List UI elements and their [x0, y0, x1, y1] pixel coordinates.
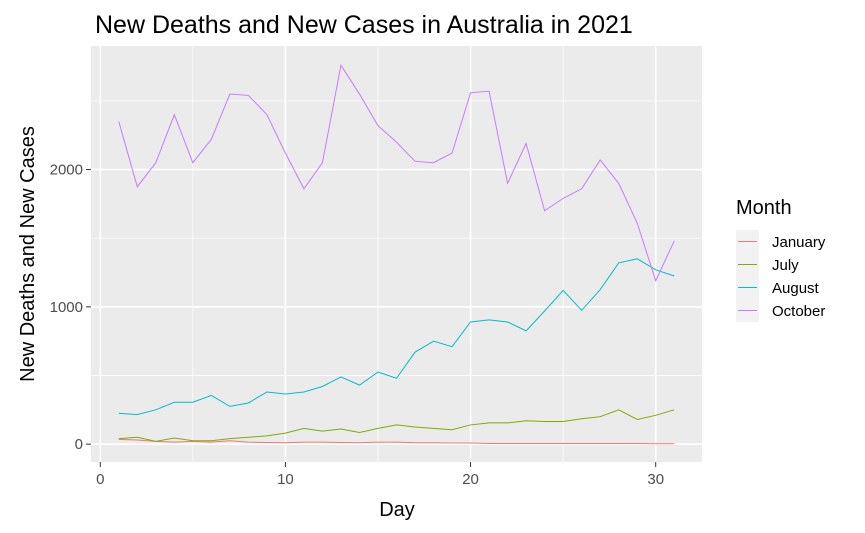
series-lines [118, 63, 675, 445]
x-axis-title: Day [379, 499, 415, 521]
series-line-october [118, 63, 675, 283]
y-tick-label: 2000 [50, 162, 83, 179]
x-axis: 0 10 20 30 [96, 462, 664, 488]
series-line-august [118, 258, 675, 416]
chart-title: New Deaths and New Cases in Australia in… [95, 11, 633, 39]
legend-label-october: October [772, 303, 825, 320]
minor-gridlines [91, 46, 702, 462]
legend-label-july: July [772, 257, 799, 274]
legend-label-january: January [772, 234, 826, 251]
legend-title: Month [736, 197, 792, 219]
legend: Month January July August October [736, 197, 826, 322]
plot-panel [91, 46, 702, 462]
x-tick-label: 0 [96, 471, 104, 488]
x-tick-label: 20 [462, 471, 479, 488]
y-axis: 0 1000 2000 [50, 162, 91, 453]
series-line-july [118, 409, 675, 442]
series-line-january [118, 438, 675, 445]
x-tick-label: 10 [277, 471, 294, 488]
legend-label-august: August [772, 280, 820, 297]
y-axis-title: New Deaths and New Cases [17, 126, 39, 382]
y-tick-label: 1000 [50, 299, 83, 316]
major-gridlines [91, 46, 702, 462]
x-tick-label: 30 [647, 471, 664, 488]
y-tick-label: 0 [75, 436, 83, 453]
